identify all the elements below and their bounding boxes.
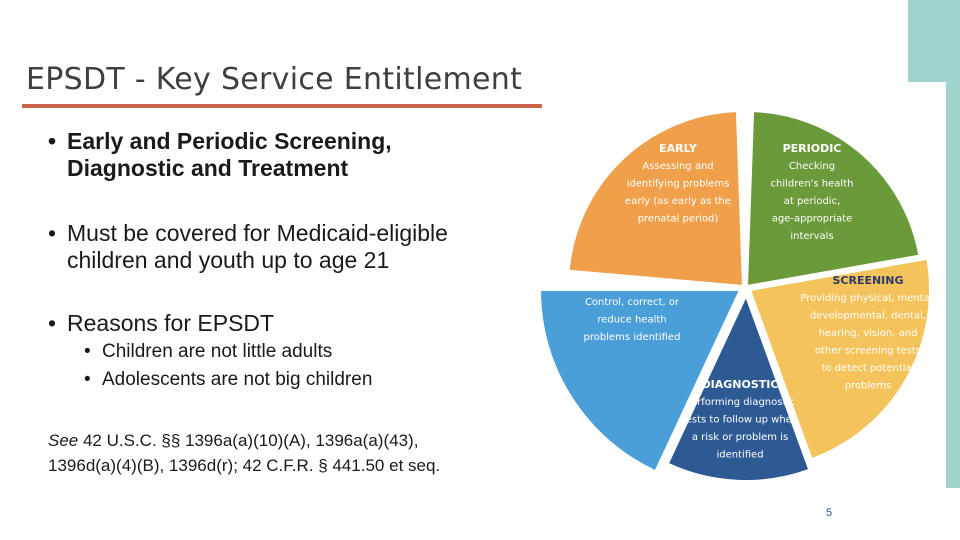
segment-text-screening: to detect potential: [822, 363, 915, 374]
segment-text-screening: other screening tests: [815, 346, 921, 357]
bullet-line-1: Early and Periodic Screening,: [67, 128, 392, 154]
bullet-line-2: Diagnostic and Treatment: [67, 155, 349, 181]
segment-text-screening: developmental, dental,: [810, 311, 926, 322]
segment-text-treatment: problems identified: [584, 332, 681, 343]
segment-title-early: EARLY: [659, 142, 698, 155]
bullet-glyph: •: [48, 220, 57, 246]
segment-text-diagnostic: identified: [716, 450, 763, 461]
bullet-epsdt-definition: • Early and Periodic Screening, Diagnost…: [48, 128, 392, 182]
segment-treatment: [540, 289, 742, 473]
citation-see: See: [48, 431, 79, 450]
segment-early: [567, 110, 745, 288]
segment-text-early: prenatal period): [638, 214, 719, 225]
segment-text-diagnostic: Performing diagnostic: [685, 397, 794, 408]
sub-bullet-adolescents: • Adolescents are not big children: [84, 369, 372, 391]
segment-text-treatment: reduce health: [597, 315, 666, 326]
bullet-line-1: Reasons for EPSDT: [67, 310, 275, 336]
segment-text-early: identifying problems: [627, 179, 730, 190]
bullet-line-2: children and youth up to age 21: [67, 247, 390, 273]
segment-diagnostic: [666, 293, 811, 482]
bullet-coverage: • Must be covered for Medicaid-eligible …: [48, 220, 448, 274]
page-number: 5: [826, 507, 833, 519]
segment-screening: [748, 257, 931, 461]
sub-bullet-children: • Children are not little adults: [84, 341, 332, 363]
segment-text-screening: problems: [845, 381, 892, 392]
segment-text-periodic: age-appropriate: [772, 214, 853, 225]
sub-bullet-glyph: •: [84, 341, 91, 362]
segment-text-periodic: intervals: [790, 231, 833, 242]
pie-segments: EARLY Assessing and identifying problems ea…: [540, 110, 936, 482]
bullet-reasons: • Reasons for EPSDT: [48, 310, 274, 337]
side-accent-notch-lower: [908, 488, 960, 540]
citation-line-1: 42 U.S.C. §§ 1396a(a)(10)(A), 1396a(a)(4…: [78, 431, 419, 450]
segment-text-periodic: Checking: [789, 161, 835, 172]
segment-text-periodic: at periodic,: [784, 196, 841, 207]
segment-title-screening: SCREENING: [832, 274, 903, 287]
citation-line-2: 1396d(a)(4)(B), 1396d(r); 42 C.F.R. § 44…: [48, 456, 441, 475]
segment-text-early: Assessing and: [642, 161, 713, 172]
title-underline: [22, 104, 542, 108]
slide-title: EPSDT - Key Service Entitlement: [26, 62, 523, 97]
segment-text-diagnostic: a risk or problem is: [692, 432, 788, 443]
epsdt-pie-diagram: EARLY Assessing and identifying problems ea…: [540, 110, 936, 482]
segment-text-screening: hearing, vision, and: [819, 328, 918, 339]
segment-periodic: [745, 110, 921, 288]
segment-title-periodic: PERIODIC: [783, 142, 842, 155]
segment-text-periodic: children's health: [771, 179, 854, 190]
segment-text-treatment: Control, correct, or: [585, 297, 680, 308]
segment-text-diagnostic: tests to follow up when: [682, 415, 798, 426]
sub-bullet-glyph: •: [84, 369, 91, 390]
segment-text-screening: Providing physical, mental,: [800, 293, 935, 304]
segment-text-early: early (as early as the: [625, 196, 731, 207]
bullet-glyph: •: [48, 128, 57, 154]
legal-citation: See 42 U.S.C. §§ 1396a(a)(10)(A), 1396a(…: [48, 428, 440, 478]
sub-bullet-text: Adolescents are not big children: [102, 369, 373, 390]
bullet-line-1: Must be covered for Medicaid-eligible: [67, 220, 448, 246]
sub-bullet-text: Children are not little adults: [102, 341, 333, 362]
segment-title-treatment: TREATMENT: [595, 278, 669, 291]
segment-title-diagnostic: DIAGNOSTIC: [702, 378, 779, 391]
bullet-glyph: •: [48, 310, 57, 336]
